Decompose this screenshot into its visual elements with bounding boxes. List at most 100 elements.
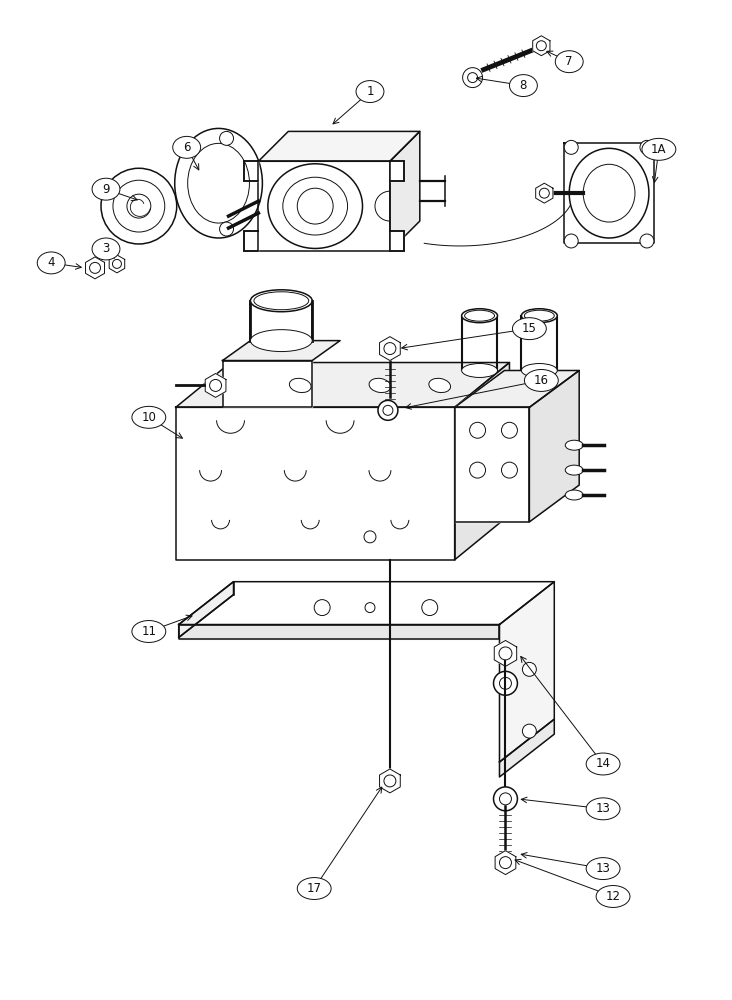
Polygon shape <box>390 231 404 251</box>
Ellipse shape <box>565 490 583 500</box>
Circle shape <box>493 671 518 695</box>
Circle shape <box>523 662 537 676</box>
Ellipse shape <box>465 310 495 321</box>
Ellipse shape <box>462 364 498 377</box>
Text: 10: 10 <box>141 411 156 424</box>
Polygon shape <box>179 625 499 639</box>
Text: 17: 17 <box>307 882 321 895</box>
Polygon shape <box>455 407 529 522</box>
Polygon shape <box>179 582 554 625</box>
Circle shape <box>383 405 393 415</box>
Circle shape <box>501 422 518 438</box>
Circle shape <box>378 400 398 420</box>
Circle shape <box>385 776 395 786</box>
Polygon shape <box>455 370 579 407</box>
Ellipse shape <box>556 51 583 73</box>
Circle shape <box>113 259 122 268</box>
Ellipse shape <box>173 136 201 158</box>
Ellipse shape <box>297 878 331 899</box>
Circle shape <box>220 131 234 145</box>
Ellipse shape <box>175 128 262 238</box>
Text: 12: 12 <box>605 890 621 903</box>
Polygon shape <box>179 582 234 637</box>
Polygon shape <box>223 361 313 407</box>
Circle shape <box>501 462 518 478</box>
Ellipse shape <box>512 318 546 340</box>
Polygon shape <box>564 143 654 243</box>
Text: 13: 13 <box>596 802 610 815</box>
Ellipse shape <box>132 621 165 642</box>
Text: 13: 13 <box>596 862 610 875</box>
Circle shape <box>89 262 100 273</box>
Polygon shape <box>529 370 579 522</box>
Circle shape <box>384 343 396 355</box>
Ellipse shape <box>429 378 451 393</box>
Ellipse shape <box>268 164 362 248</box>
Polygon shape <box>244 231 258 251</box>
Circle shape <box>523 724 537 738</box>
Ellipse shape <box>37 252 65 274</box>
Polygon shape <box>258 131 419 161</box>
Circle shape <box>468 73 477 83</box>
Ellipse shape <box>586 798 620 820</box>
Ellipse shape <box>524 369 559 391</box>
Polygon shape <box>499 582 554 762</box>
Text: 11: 11 <box>141 625 157 638</box>
Text: 1A: 1A <box>651 143 667 156</box>
Circle shape <box>101 168 176 244</box>
Circle shape <box>499 677 512 689</box>
Polygon shape <box>380 337 400 361</box>
Circle shape <box>113 180 165 232</box>
Ellipse shape <box>521 309 557 323</box>
Circle shape <box>365 603 375 613</box>
Text: 8: 8 <box>520 79 527 92</box>
Circle shape <box>297 188 333 224</box>
Circle shape <box>564 140 578 154</box>
Ellipse shape <box>254 292 309 310</box>
Ellipse shape <box>509 75 537 97</box>
Text: 1: 1 <box>366 85 374 98</box>
Ellipse shape <box>462 309 498 323</box>
Circle shape <box>209 379 222 391</box>
Polygon shape <box>495 851 516 875</box>
Text: 4: 4 <box>48 256 55 269</box>
Polygon shape <box>176 363 509 407</box>
Ellipse shape <box>187 143 250 223</box>
Ellipse shape <box>596 886 630 907</box>
Text: 7: 7 <box>566 55 573 68</box>
Ellipse shape <box>524 310 554 321</box>
Ellipse shape <box>283 177 348 235</box>
Circle shape <box>220 222 234 236</box>
Circle shape <box>422 600 438 616</box>
Ellipse shape <box>289 378 311 393</box>
Ellipse shape <box>642 138 676 160</box>
Polygon shape <box>390 161 404 181</box>
Ellipse shape <box>521 364 557 377</box>
Ellipse shape <box>586 753 620 775</box>
Circle shape <box>364 531 376 543</box>
Polygon shape <box>244 161 258 181</box>
Polygon shape <box>176 407 455 560</box>
Circle shape <box>499 793 512 805</box>
Circle shape <box>564 234 578 248</box>
Ellipse shape <box>586 858 620 880</box>
Polygon shape <box>494 640 517 666</box>
Ellipse shape <box>565 440 583 450</box>
Text: 15: 15 <box>522 322 537 335</box>
Polygon shape <box>109 255 124 273</box>
Text: 14: 14 <box>596 757 610 770</box>
Polygon shape <box>390 131 419 251</box>
Circle shape <box>463 68 482 88</box>
Circle shape <box>539 188 549 198</box>
Polygon shape <box>205 373 226 397</box>
Polygon shape <box>533 36 550 56</box>
Ellipse shape <box>250 290 313 312</box>
Polygon shape <box>223 341 340 361</box>
Ellipse shape <box>356 81 384 103</box>
Circle shape <box>640 234 654 248</box>
Circle shape <box>493 787 518 811</box>
Polygon shape <box>380 769 400 793</box>
Circle shape <box>470 462 485 478</box>
Polygon shape <box>499 719 554 777</box>
Circle shape <box>499 647 512 660</box>
